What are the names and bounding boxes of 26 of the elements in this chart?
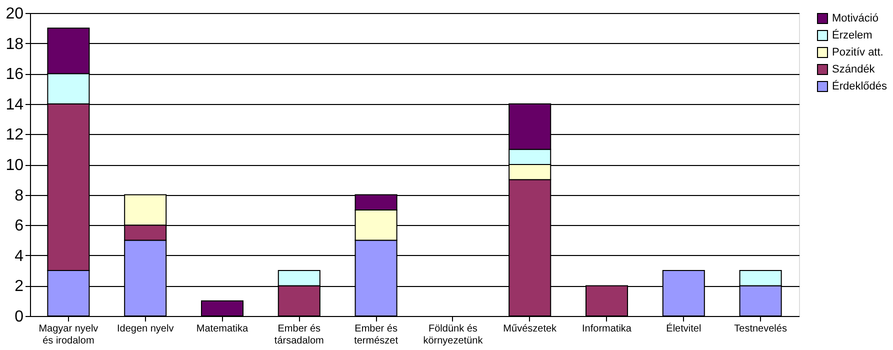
y-tick-label: 0 [14,308,24,326]
x-tick-label: Matematika [196,324,249,334]
y-tick-label: 6 [14,218,24,235]
y-tick-label: 12 [6,126,24,144]
legend-label: Pozitív att. [832,46,884,58]
x-tick-label: Ember és társadalom [274,324,324,346]
y-tick-label: 14 [6,96,24,114]
legend-label: Érdeklődés [832,80,888,92]
legend-label: Motiváció [832,12,878,24]
x-tick-label: Művészetek [503,324,558,334]
y-tick-label: 4 [14,248,24,265]
x-tick-label: Ember és természet [354,324,398,346]
legend-label: Szándék [832,64,876,76]
y-tick-label: 8 [14,187,24,204]
legend-label: Érzelem [832,28,872,42]
x-tick-label: Idegen nyelv [116,324,174,334]
y-tick-label: 16 [6,66,24,84]
y-tick-label: 20 [6,6,24,22]
y-tick-label: 10 [6,157,24,174]
y-tick-label: 2 [14,278,24,296]
x-tick-label: Földünk és környezetünk [423,324,484,346]
y-tick-label: 18 [6,36,24,53]
x-tick-label: Magyar nyelv és irodalom [38,324,98,346]
x-tick-label: Életvitel [666,322,702,334]
x-tick-label: Testnevelés [734,324,787,334]
x-tick-label: Informatika [582,324,632,334]
